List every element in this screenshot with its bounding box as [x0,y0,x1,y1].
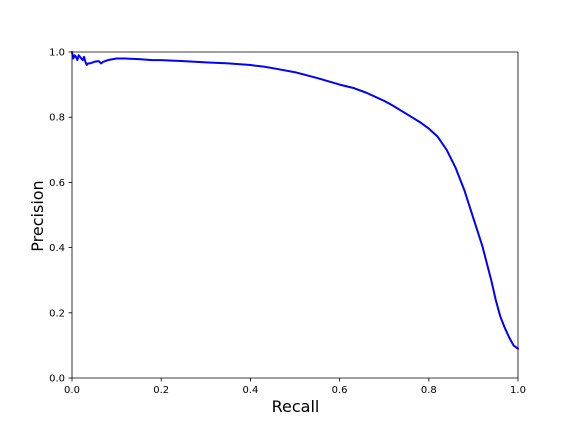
x-tick-label: 0.2 [153,385,169,396]
x-tick-label: 0.6 [332,385,348,396]
y-tick-label: 1.0 [49,48,65,59]
axes-layer [71,51,519,379]
x-axis-label: Recall [272,397,320,416]
x-tick-label: 0.0 [64,385,80,396]
series-layer [71,51,519,350]
y-axis-label: Precision [28,180,47,251]
series-line-0 [71,51,519,350]
tick-layer: 0.0 0.2 0.4 0.6 0.8 1.0 0.0 0.2 0.4 0.6 0.8 1.0 [49,48,526,397]
x-tick-label: 0.8 [421,385,437,396]
y-tick-label: 0.4 [49,243,65,254]
x-tick-label: 1.0 [510,385,526,396]
y-tick-label: 0.2 [49,308,65,319]
y-tick-label: 0.8 [49,113,65,124]
y-tick-label: 0.6 [49,178,65,189]
y-tick-label: 0.0 [49,374,65,385]
x-tick-label: 0.4 [242,385,258,396]
